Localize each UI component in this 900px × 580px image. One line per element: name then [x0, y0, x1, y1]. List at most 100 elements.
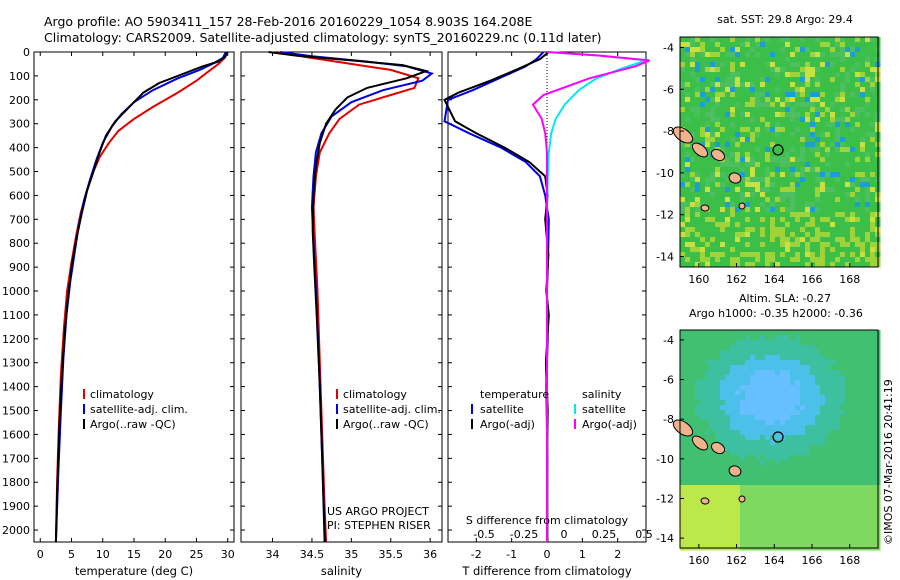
map-cell	[805, 360, 811, 366]
map-cell	[755, 525, 761, 531]
map-cell	[685, 540, 691, 546]
map-cell	[815, 495, 821, 501]
map-cell	[850, 187, 856, 193]
map-cell	[785, 157, 791, 163]
map-cell	[825, 77, 831, 83]
map-cell	[825, 480, 831, 486]
map-cell	[805, 525, 811, 531]
map-cell	[695, 500, 701, 506]
map-cell	[835, 400, 841, 406]
map-cell	[705, 455, 711, 461]
map-cell	[840, 360, 846, 366]
y-tick-label: 2000	[2, 524, 30, 537]
map-cell	[725, 62, 731, 68]
map-cell	[750, 510, 756, 516]
map-cell	[805, 380, 811, 386]
map-cell	[755, 465, 761, 471]
map-cell	[855, 157, 861, 163]
map-cell	[870, 330, 876, 336]
map-cell	[725, 380, 731, 386]
map-cell	[785, 340, 791, 346]
map-cell	[780, 400, 786, 406]
map-cell	[700, 257, 706, 263]
float-position-marker	[772, 144, 784, 156]
map-cell	[830, 132, 836, 138]
map-cell	[785, 495, 791, 501]
map-cell	[845, 232, 851, 238]
map-cell	[775, 480, 781, 486]
map-cell	[690, 365, 696, 371]
map-cell	[795, 380, 801, 386]
map-cell	[825, 415, 831, 421]
map-cell	[755, 425, 761, 431]
map-cell	[805, 450, 811, 456]
map-cell	[730, 77, 736, 83]
y-tick-label: 300	[9, 118, 30, 131]
map-cell	[815, 87, 821, 93]
map-cell	[820, 525, 826, 531]
map-cell	[870, 430, 876, 436]
map-cell	[800, 520, 806, 526]
map-cell	[730, 222, 736, 228]
map-cell	[725, 207, 731, 213]
map-cell	[695, 47, 701, 53]
map-cell	[835, 460, 841, 466]
map-cell	[870, 52, 876, 58]
map-cell	[725, 52, 731, 58]
map-cell	[860, 242, 866, 248]
map-cell	[705, 405, 711, 411]
map-cell	[700, 197, 706, 203]
map-cell	[850, 455, 856, 461]
map-cell	[680, 177, 686, 183]
map-cell	[815, 420, 821, 426]
map-cell	[785, 132, 791, 138]
map-cell	[855, 197, 861, 203]
map-cell	[850, 262, 856, 268]
map-cell	[845, 505, 851, 511]
map-cell	[860, 515, 866, 521]
map-cell	[740, 162, 746, 168]
map-cell	[740, 440, 746, 446]
map-cell	[820, 192, 826, 198]
map-cell	[860, 112, 866, 118]
map-cell	[775, 525, 781, 531]
map-cell	[685, 82, 691, 88]
map-cell	[790, 490, 796, 496]
map-cell	[865, 445, 871, 451]
map-cell	[740, 242, 746, 248]
map-cell	[680, 167, 686, 173]
legend-label: climatology	[90, 388, 154, 401]
map-cell	[855, 117, 861, 123]
map-cell	[840, 37, 846, 43]
map-cell	[720, 227, 726, 233]
map-cell	[705, 345, 711, 351]
map-cell	[780, 62, 786, 68]
map-cell	[795, 172, 801, 178]
map-cell	[760, 470, 766, 476]
map-cell	[835, 227, 841, 233]
map-cell	[860, 450, 866, 456]
map-cell	[830, 360, 836, 366]
map-cell	[800, 460, 806, 466]
map-cell	[780, 117, 786, 123]
map-cell	[715, 430, 721, 436]
map-cell	[805, 480, 811, 486]
map-cell	[845, 82, 851, 88]
map-cell	[750, 227, 756, 233]
map-cell	[715, 122, 721, 128]
map-cell	[795, 460, 801, 466]
map-cell	[755, 480, 761, 486]
map-cell	[825, 385, 831, 391]
map-cell	[750, 132, 756, 138]
map-cell	[810, 262, 816, 268]
map-cell	[790, 375, 796, 381]
map-cell	[800, 247, 806, 253]
map-cell	[700, 360, 706, 366]
map-cell	[800, 510, 806, 516]
map-cell	[730, 247, 736, 253]
map-cell	[720, 465, 726, 471]
map-cell	[835, 92, 841, 98]
map-cell	[830, 52, 836, 58]
map-cell	[830, 77, 836, 83]
map-cell	[785, 137, 791, 143]
